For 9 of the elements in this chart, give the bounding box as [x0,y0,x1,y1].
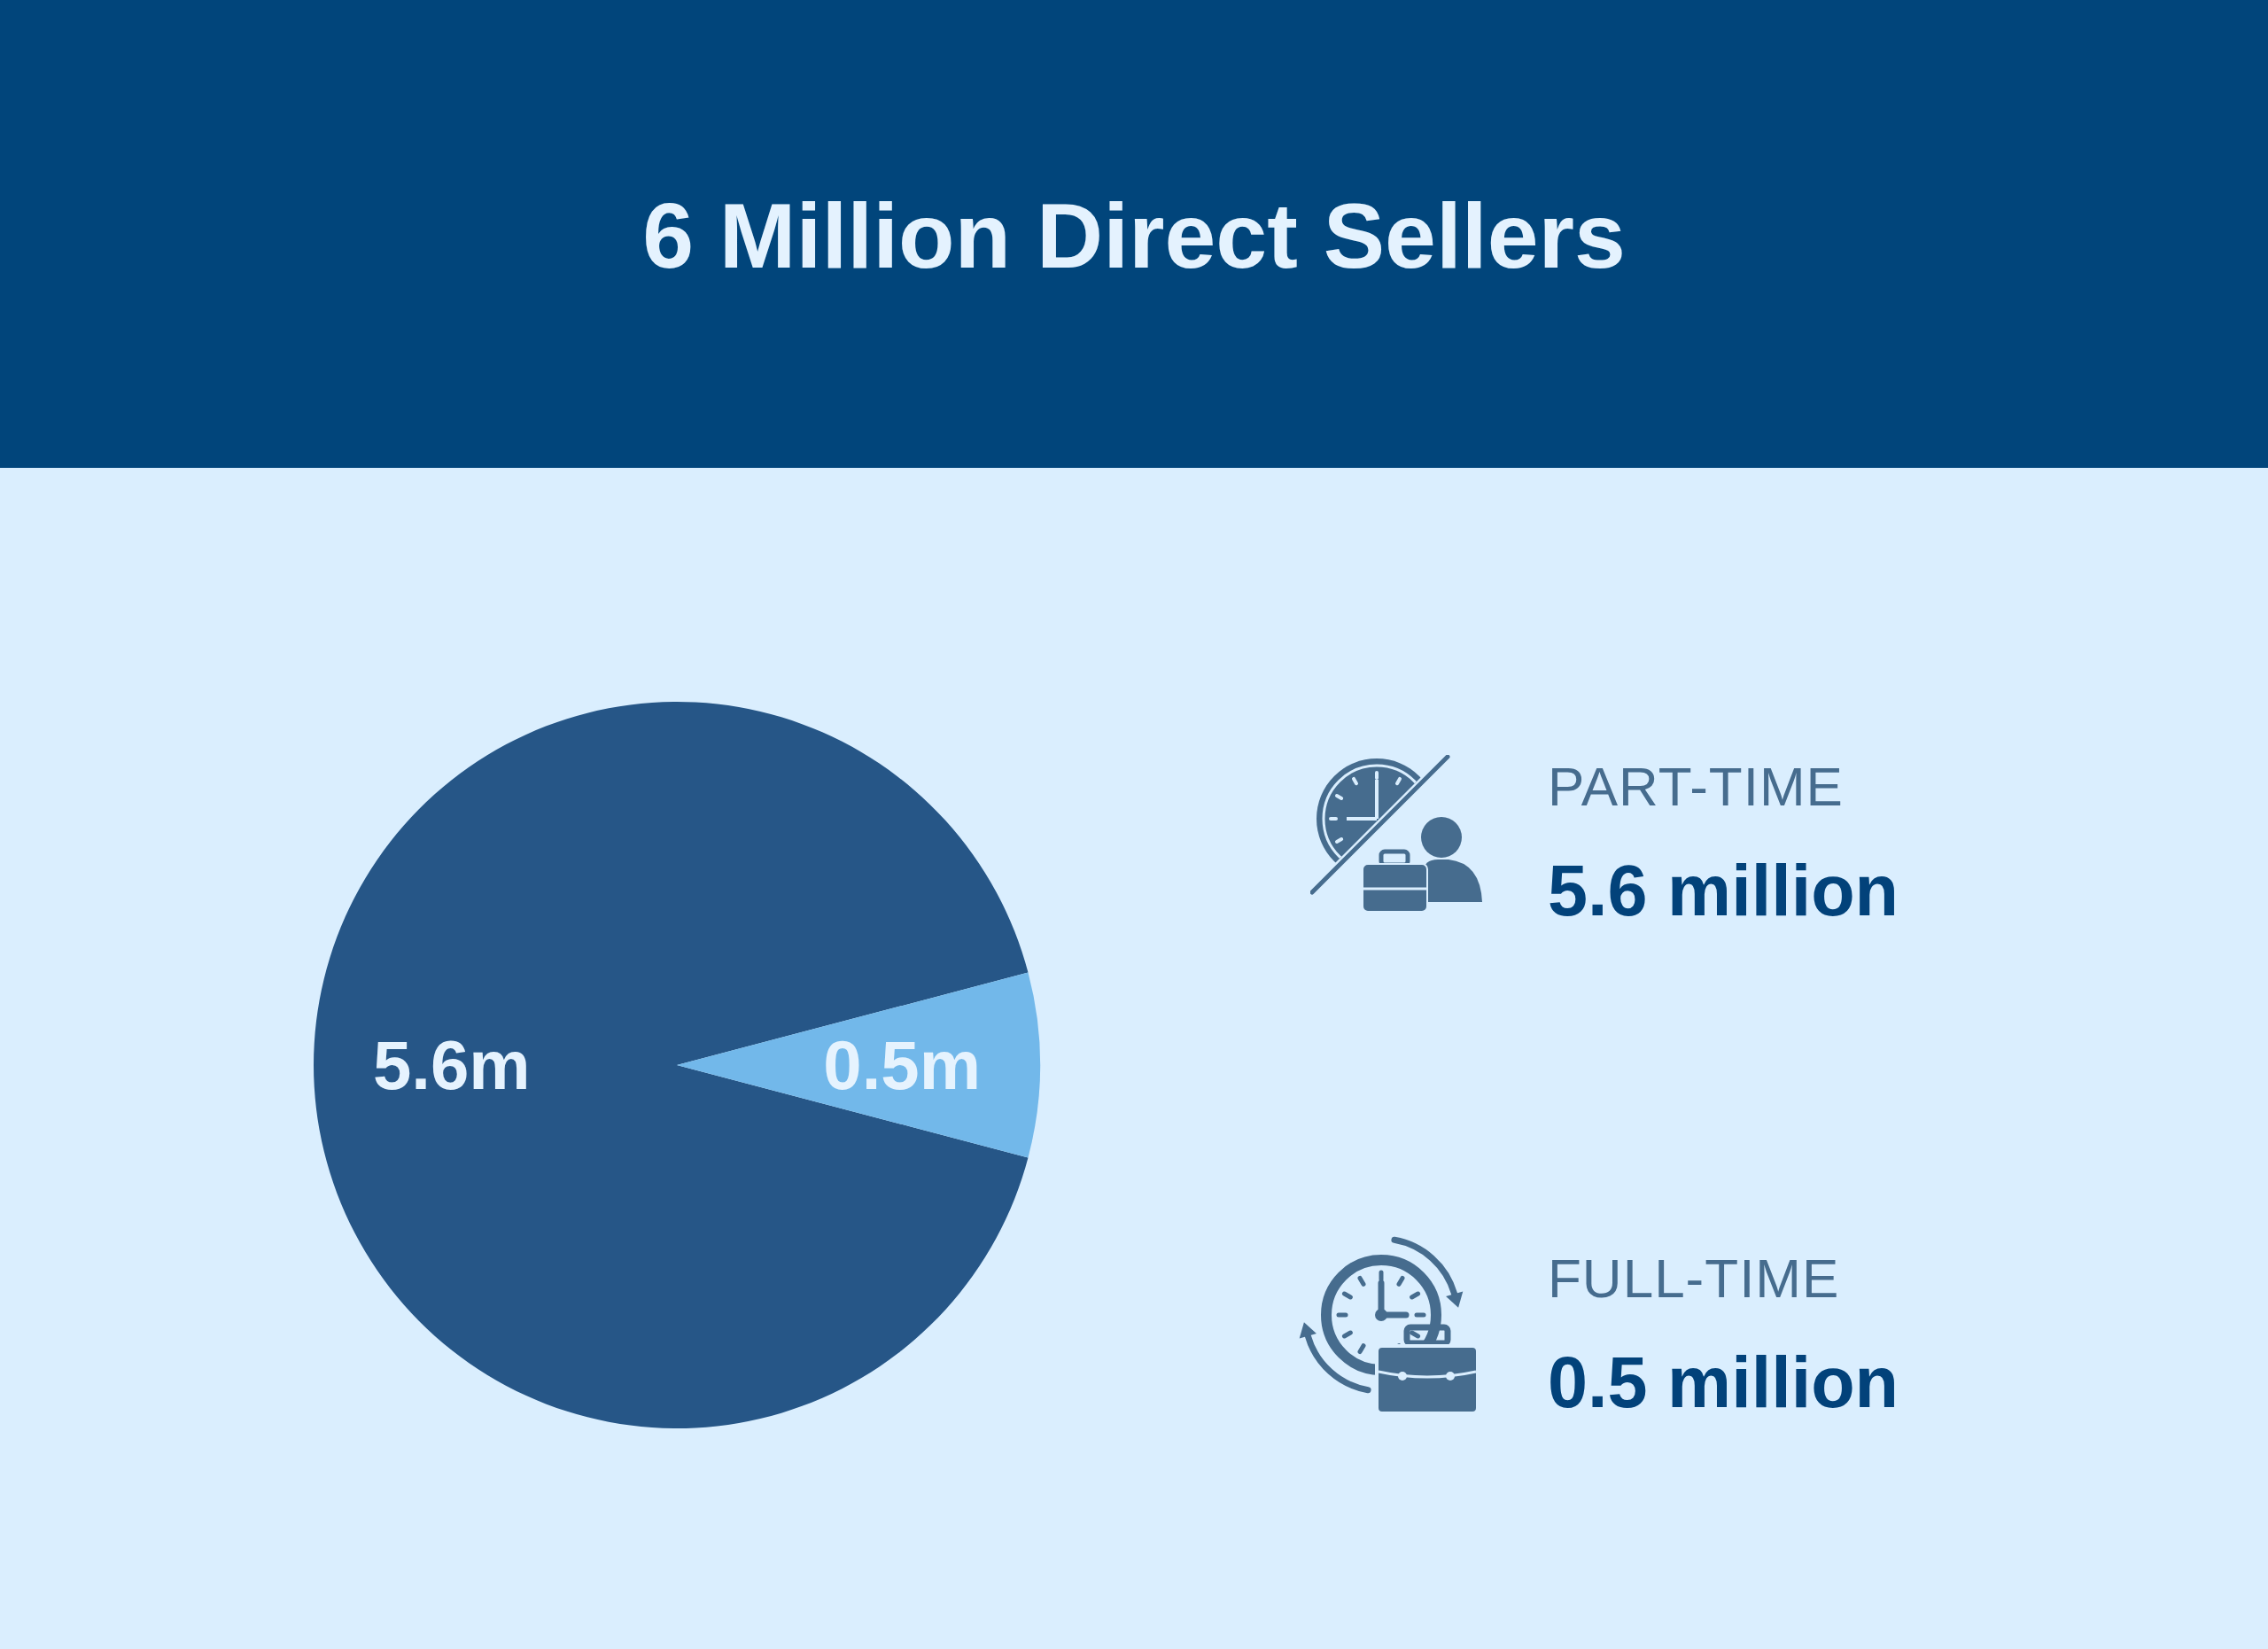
chart-title: 6 Million Direct Sellers [641,184,1627,287]
pie-slice [314,702,1029,1428]
text: PART-TIME [1548,756,1844,817]
data-label: 0.5m [823,1026,982,1104]
data-label: 5.6m [372,1026,531,1104]
text: FULL-TIME [1548,1248,1840,1309]
text: 0.5 million [1548,1342,1899,1422]
text: 5.6 million [1548,851,1899,930]
pie-slice [677,972,1040,1158]
